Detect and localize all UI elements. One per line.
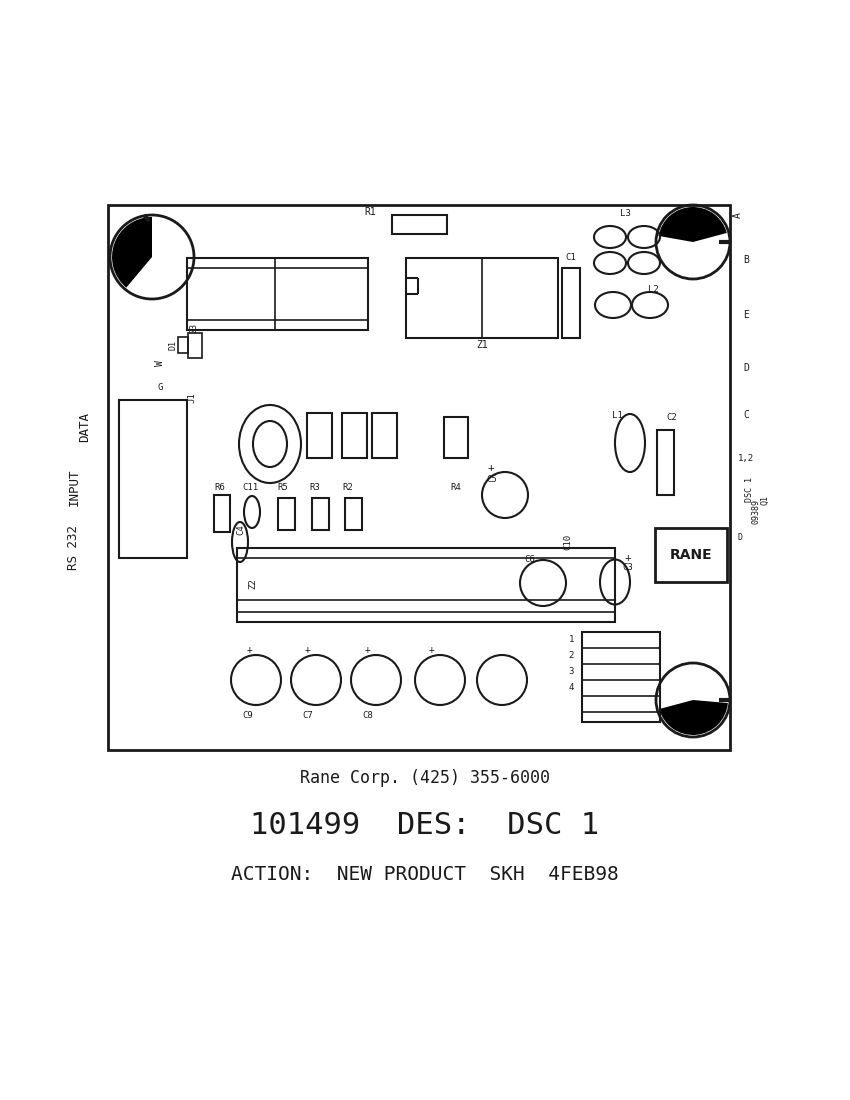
Text: C6: C6 bbox=[524, 556, 536, 564]
Text: C5: C5 bbox=[486, 474, 497, 484]
Text: C3: C3 bbox=[622, 563, 633, 572]
Text: +: + bbox=[365, 645, 371, 654]
Bar bbox=[406, 258, 558, 338]
Text: R4: R4 bbox=[450, 484, 462, 493]
Bar bbox=[307, 412, 332, 458]
Text: 3: 3 bbox=[569, 668, 574, 676]
Text: R5: R5 bbox=[278, 484, 288, 493]
Text: RANE: RANE bbox=[670, 548, 712, 562]
Text: 101499  DES:  DSC 1: 101499 DES: DSC 1 bbox=[251, 811, 599, 839]
Text: R6: R6 bbox=[214, 484, 225, 493]
Text: +: + bbox=[488, 463, 495, 473]
Text: ACTION:  NEW PRODUCT  SKH  4FEB98: ACTION: NEW PRODUCT SKH 4FEB98 bbox=[231, 866, 619, 884]
Bar bbox=[187, 258, 368, 330]
Text: E: E bbox=[743, 310, 749, 320]
Text: 4: 4 bbox=[569, 683, 574, 693]
Text: B: B bbox=[743, 255, 749, 265]
Text: L3: L3 bbox=[620, 209, 631, 219]
Text: D: D bbox=[743, 363, 749, 373]
Bar bbox=[119, 400, 187, 558]
Text: C1: C1 bbox=[565, 253, 576, 263]
Text: +: + bbox=[305, 645, 311, 654]
Text: D: D bbox=[738, 534, 743, 542]
Text: +: + bbox=[429, 645, 435, 654]
Text: G: G bbox=[157, 384, 162, 393]
Text: INPUT: INPUT bbox=[67, 469, 81, 506]
Text: Z3: Z3 bbox=[190, 323, 199, 333]
Bar bbox=[342, 412, 367, 458]
Text: C2: C2 bbox=[666, 414, 677, 422]
Bar bbox=[188, 333, 202, 358]
Bar bbox=[562, 268, 580, 338]
Bar bbox=[278, 498, 295, 530]
Text: D1: D1 bbox=[168, 340, 178, 350]
Bar bbox=[655, 528, 727, 582]
Bar bbox=[582, 632, 660, 722]
Text: 1: 1 bbox=[569, 636, 574, 645]
Text: +: + bbox=[625, 553, 632, 563]
Bar bbox=[237, 548, 615, 621]
Text: J1: J1 bbox=[188, 393, 196, 404]
Text: 09389: 09389 bbox=[752, 499, 761, 525]
Text: Rane Corp. (425) 355-6000: Rane Corp. (425) 355-6000 bbox=[300, 769, 550, 786]
Text: DATA: DATA bbox=[78, 412, 92, 442]
Text: C11: C11 bbox=[242, 484, 258, 493]
Wedge shape bbox=[112, 217, 152, 287]
Bar bbox=[108, 205, 730, 750]
Text: Z2: Z2 bbox=[248, 579, 258, 590]
Text: 1,2: 1,2 bbox=[738, 453, 754, 462]
Bar bbox=[444, 417, 468, 458]
Wedge shape bbox=[659, 207, 727, 242]
Text: Q1: Q1 bbox=[760, 495, 769, 505]
Text: C: C bbox=[743, 410, 749, 420]
Text: DSC 1: DSC 1 bbox=[745, 477, 754, 503]
Bar bbox=[392, 214, 447, 234]
Text: R3: R3 bbox=[309, 484, 320, 493]
Text: A: A bbox=[733, 212, 743, 218]
Text: C7: C7 bbox=[303, 711, 314, 719]
Text: C8: C8 bbox=[363, 711, 373, 719]
Text: C4: C4 bbox=[236, 525, 246, 536]
Bar bbox=[178, 337, 188, 353]
Text: +: + bbox=[247, 645, 253, 654]
Text: RS 232: RS 232 bbox=[67, 526, 81, 571]
Bar bbox=[312, 498, 329, 530]
Text: L1: L1 bbox=[612, 411, 622, 420]
Text: Z1: Z1 bbox=[476, 340, 488, 350]
Bar bbox=[372, 412, 397, 458]
Text: R1: R1 bbox=[364, 207, 376, 217]
Text: C10: C10 bbox=[564, 534, 573, 550]
Text: 2: 2 bbox=[569, 651, 574, 660]
Bar bbox=[657, 430, 674, 495]
Text: R2: R2 bbox=[343, 484, 354, 493]
Text: C9: C9 bbox=[242, 711, 253, 719]
Wedge shape bbox=[660, 700, 728, 735]
Text: W: W bbox=[155, 360, 165, 366]
Bar bbox=[214, 495, 230, 532]
Text: L2: L2 bbox=[648, 286, 659, 295]
Bar bbox=[345, 498, 362, 530]
